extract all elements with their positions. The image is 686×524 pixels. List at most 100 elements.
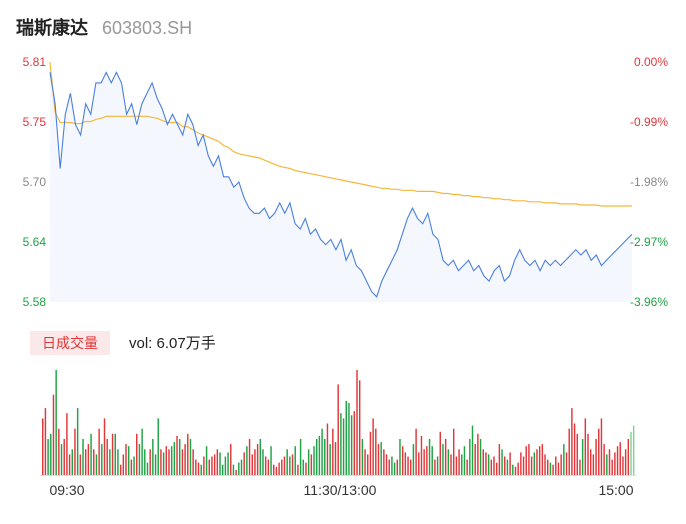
volume-bar (632, 425, 635, 475)
volume-bar (455, 456, 458, 475)
volume-bar (603, 444, 605, 475)
volume-bar (619, 442, 621, 475)
volume-bar (573, 423, 576, 475)
volume-bar (509, 452, 511, 475)
volume-bar (436, 456, 439, 475)
volume-bar (401, 446, 404, 475)
volume-bar (47, 439, 49, 475)
volume-bar (208, 459, 210, 475)
volume-bar (608, 449, 611, 475)
y-right-tick-label: 0.00% (634, 55, 668, 69)
volume-bar (444, 439, 447, 475)
volume-bar (482, 449, 484, 475)
volume-bar (90, 433, 92, 475)
volume-bar (388, 459, 390, 475)
volume-bar (393, 462, 396, 475)
volume-bar (606, 454, 608, 475)
volume-bar (235, 469, 237, 475)
volume-bar (337, 384, 339, 475)
volume-bar (297, 464, 299, 475)
volume-bar (589, 449, 592, 475)
volume-bar (42, 418, 44, 475)
volume-bar (227, 452, 229, 475)
volume-bar (162, 452, 165, 475)
volume-bar (547, 459, 549, 475)
volume-bar (152, 439, 154, 475)
volume-bar (568, 428, 570, 475)
volume-bar (549, 462, 552, 475)
volume-bar (598, 428, 600, 475)
volume-bar (154, 454, 157, 475)
volume-bar (380, 442, 382, 475)
volume-bar (493, 456, 495, 475)
volume-bar (321, 428, 323, 475)
volume-bar (119, 464, 122, 475)
volume-bar (522, 456, 525, 475)
volume-bar (474, 444, 476, 475)
volume-bar (146, 462, 149, 475)
volume-bar (232, 464, 235, 475)
volume-bar (138, 444, 141, 475)
volume-total: vol: 6.07万手 (129, 335, 216, 352)
volume-bar (248, 439, 251, 475)
volume-bar (431, 446, 433, 475)
volume-bar (404, 452, 407, 475)
volume-bar (555, 456, 557, 475)
volume-bar (485, 452, 487, 475)
volume-bar (342, 418, 345, 475)
x-tick-label: 15:00 (598, 482, 633, 498)
volume-bar (168, 449, 170, 475)
volume-bar (611, 459, 613, 475)
volume-bar (176, 435, 178, 475)
average-price-line (49, 61, 632, 207)
volume-bar (238, 462, 240, 475)
volume-bar (353, 411, 356, 475)
volume-bar (243, 452, 245, 475)
volume-bar (616, 446, 619, 475)
volume-bar (55, 370, 57, 475)
volume-bar (84, 449, 87, 475)
volume-bar (498, 444, 501, 475)
volume-bar (256, 444, 259, 475)
price-line (49, 71, 633, 298)
volume-bar (520, 452, 522, 475)
volume-bar (428, 439, 431, 475)
volume-bar (200, 464, 202, 475)
volume-bar (109, 449, 111, 475)
y-right-tick-label: -1.98% (630, 175, 668, 189)
volume-bar (127, 446, 130, 475)
volume-bar (79, 454, 82, 475)
volume-bar (356, 370, 358, 475)
volume-bar (264, 456, 267, 475)
volume-bar (60, 444, 63, 475)
volume-bar (66, 413, 68, 475)
y-left-tick-label: 5.64 (23, 235, 47, 249)
price-area (50, 72, 632, 303)
volume-bar (205, 446, 208, 475)
volume-bar (270, 446, 272, 475)
volume-bar (412, 444, 415, 475)
volume-bar (369, 431, 372, 475)
volume-bar (563, 444, 565, 475)
volume-bar (71, 449, 73, 475)
volume-bar (348, 402, 350, 475)
volume-bar (490, 459, 493, 475)
volume-bar (377, 444, 380, 475)
volume-bar (283, 456, 286, 475)
volume-bar (364, 449, 366, 475)
volume-bar (528, 444, 530, 475)
volume-bar (442, 444, 444, 475)
volume-bar (44, 408, 47, 475)
volume-bar (385, 454, 388, 475)
volume-bar (211, 456, 213, 475)
intraday-price-chart: 5.81 5.75 5.70 5.64 5.58 0.00% -0.99% -1.98% -2.… (23, 55, 669, 309)
volume-bar (291, 454, 294, 475)
volume-bar (254, 449, 256, 475)
volume-bar (318, 435, 321, 475)
volume-bar (230, 444, 232, 475)
y-right-tick-label: -3.96% (630, 295, 668, 309)
volume-bar (477, 433, 479, 475)
volume-bar (173, 442, 176, 475)
volume-bar (627, 439, 630, 475)
volume-bar (576, 433, 578, 475)
